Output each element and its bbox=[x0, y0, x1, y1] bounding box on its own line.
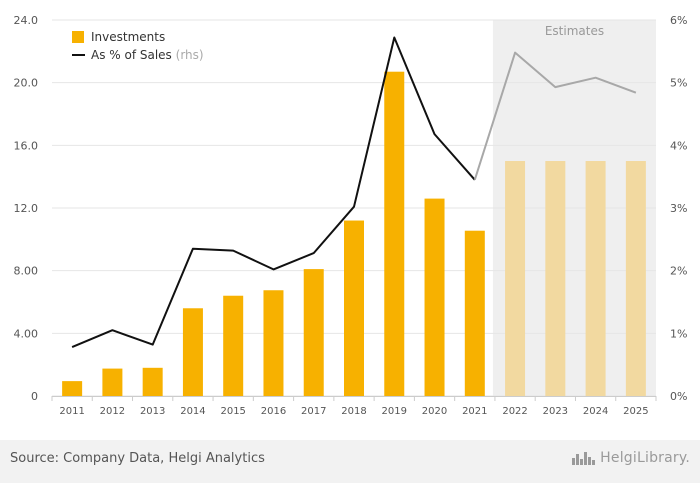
line-pct-of-sales-estimate bbox=[473, 51, 637, 181]
estimates-label: Estimates bbox=[545, 24, 604, 38]
y-right-tick-label: 4% bbox=[670, 139, 687, 152]
y-right-tick-label: 3% bbox=[670, 202, 687, 215]
bar-investments-2011 bbox=[62, 381, 83, 396]
bar-investments-2019 bbox=[384, 71, 405, 396]
bar-investments-2017 bbox=[303, 269, 324, 396]
x-tick-label: 2012 bbox=[100, 406, 125, 417]
brand-name: HelgiLibrary. bbox=[600, 450, 690, 466]
x-tick-label: 2011 bbox=[59, 406, 84, 417]
x-tick-label: 2024 bbox=[583, 406, 608, 417]
x-tick-label: 2020 bbox=[422, 406, 447, 417]
x-tick-label: 2025 bbox=[623, 406, 648, 417]
y-left-tick-label: 24.0 bbox=[14, 14, 39, 27]
legend-label-investments: Investments bbox=[91, 30, 165, 44]
y-left-tick-label: 12.0 bbox=[14, 202, 39, 215]
x-tick-label: 2015 bbox=[220, 406, 245, 417]
y-right-tick-label: 1% bbox=[670, 327, 687, 340]
footer-bar bbox=[0, 440, 700, 483]
bar-investments-2021 bbox=[464, 230, 485, 396]
y-left-tick-label: 4.00 bbox=[14, 327, 39, 340]
bar-investments-2023 bbox=[545, 161, 566, 396]
source-note: Source: Company Data, Helgi Analytics bbox=[10, 451, 265, 466]
x-tick-label: 2023 bbox=[543, 406, 568, 417]
bar-investments-2015 bbox=[223, 295, 244, 396]
x-tick-label: 2014 bbox=[180, 406, 205, 417]
y-right-tick-label: 5% bbox=[670, 77, 687, 90]
y-right-tick-label: 2% bbox=[670, 265, 687, 278]
x-tick-label: 2017 bbox=[301, 406, 326, 417]
y-left-tick-label: 20.0 bbox=[14, 77, 39, 90]
bar-investments-2018 bbox=[344, 220, 364, 396]
legend-label-pct-of-sales: As % of Sales (rhs) bbox=[91, 48, 204, 62]
x-tick-label: 2022 bbox=[502, 406, 527, 417]
x-tick-label: 2018 bbox=[341, 406, 366, 417]
x-tick-label: 2019 bbox=[382, 406, 407, 417]
bar-investments-2014 bbox=[182, 308, 203, 396]
investments-chart: Estimates 0 4.00 8.00 12.0 16.0 20.0 24.0 0% 1% 2… bbox=[14, 14, 688, 417]
y-left-tick-label: 16.0 bbox=[14, 139, 39, 152]
bar-investments-2013 bbox=[142, 367, 163, 396]
x-tick-label: 2013 bbox=[140, 406, 165, 417]
y-left-tick-label: 0 bbox=[31, 390, 38, 403]
skyline-icon bbox=[571, 450, 597, 466]
bar-investments-2022 bbox=[505, 161, 526, 396]
legend-label-rhs: (rhs) bbox=[176, 48, 204, 62]
bar-investments-2016 bbox=[263, 290, 284, 396]
bar-investments-2012 bbox=[102, 368, 123, 396]
y-right-tick-label: 0% bbox=[670, 390, 687, 403]
y-left-tick-label: 8.00 bbox=[14, 265, 39, 278]
bar-investments-2024 bbox=[585, 161, 606, 396]
line-pct-of-sales-actual bbox=[71, 36, 476, 349]
y-right-tick-label: 6% bbox=[670, 14, 687, 27]
bar-investments-2025 bbox=[625, 161, 646, 396]
x-tick-label: 2016 bbox=[261, 406, 286, 417]
legend-swatch-investments bbox=[72, 31, 84, 43]
brand-logo[interactable]: HelgiLibrary. bbox=[571, 450, 690, 466]
x-tick-label: 2021 bbox=[462, 406, 487, 417]
bar-investments-2020 bbox=[424, 198, 445, 396]
